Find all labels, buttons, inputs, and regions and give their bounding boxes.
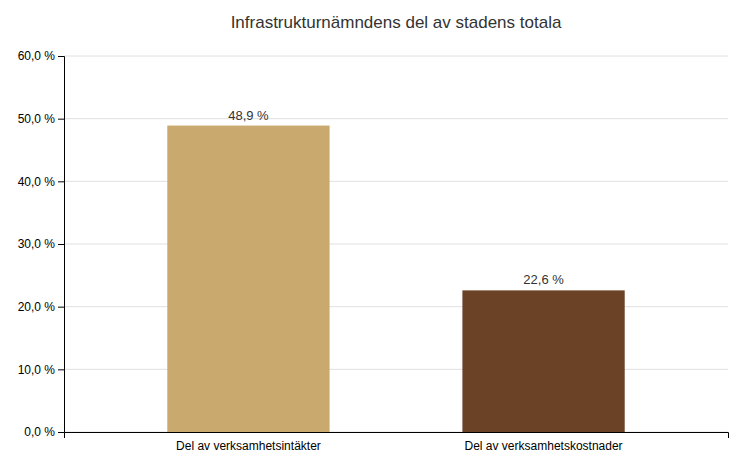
y-tick: 10,0 %	[18, 363, 64, 377]
y-tick-mark	[58, 432, 64, 433]
x-tick-label: Del av verksamhetskostnader	[465, 439, 623, 453]
y-tick: 60,0 %	[18, 49, 64, 63]
y-tick-mark	[58, 369, 64, 370]
y-tick-mark	[58, 244, 64, 245]
y-tick-label: 0,0 %	[24, 425, 55, 439]
grid-line	[64, 56, 728, 57]
y-tick-label: 50,0 %	[18, 112, 56, 126]
bar	[462, 290, 624, 432]
grid-line	[64, 369, 728, 370]
y-tick-label: 30,0 %	[18, 237, 56, 251]
chart: 0,0 % 10,0 % 20,0 % 30,0 % 40,0 % 50,0 % 60,0 …	[0, 0, 752, 476]
grid-line	[64, 244, 728, 245]
y-tick: 30,0 %	[18, 237, 64, 251]
data-label: 48,9 %	[228, 108, 269, 123]
y-tick-label: 40,0 %	[18, 175, 56, 189]
bar	[167, 126, 329, 432]
y-tick-mark	[58, 56, 64, 57]
grid	[64, 56, 728, 432]
grid-line	[64, 181, 728, 182]
y-tick-label: 10,0 %	[18, 363, 56, 377]
data-label: 22,6 %	[523, 272, 564, 287]
grid-line	[64, 118, 728, 119]
x-tick: Del av verksamhetsintäkter	[176, 439, 321, 453]
x-tick: Del av verksamhetskostnader	[465, 439, 623, 453]
y-tick-label: 20,0 %	[18, 300, 56, 314]
y-tick-mark	[58, 119, 64, 120]
data-labels: 48,9 % 22,6 %	[228, 108, 564, 288]
y-axis-line	[58, 57, 65, 433]
y-tick: 40,0 %	[18, 175, 64, 189]
y-tick: 0,0 %	[24, 425, 64, 439]
y-tick: 50,0 %	[18, 112, 64, 126]
y-tick-mark	[58, 181, 64, 182]
x-tick-label: Del av verksamhetsintäkter	[176, 439, 321, 453]
title: Infrastrukturnämndens del av stadens tot…	[231, 13, 562, 32]
y-tick: 20,0 %	[18, 300, 64, 314]
plot: 0,0 % 10,0 % 20,0 % 30,0 % 40,0 % 50,0 % 60,0 …	[18, 49, 729, 452]
y-tick-mark	[58, 307, 64, 308]
grid-line	[64, 306, 728, 307]
y-axis: 0,0 % 10,0 % 20,0 % 30,0 % 40,0 % 50,0 % 60,0 …	[18, 49, 65, 439]
y-tick-label: 60,0 %	[18, 49, 56, 63]
x-axis: Del av verksamhetsintäkter Del av verksam…	[65, 433, 729, 453]
bars	[167, 126, 624, 432]
x-axis-line	[65, 433, 729, 439]
